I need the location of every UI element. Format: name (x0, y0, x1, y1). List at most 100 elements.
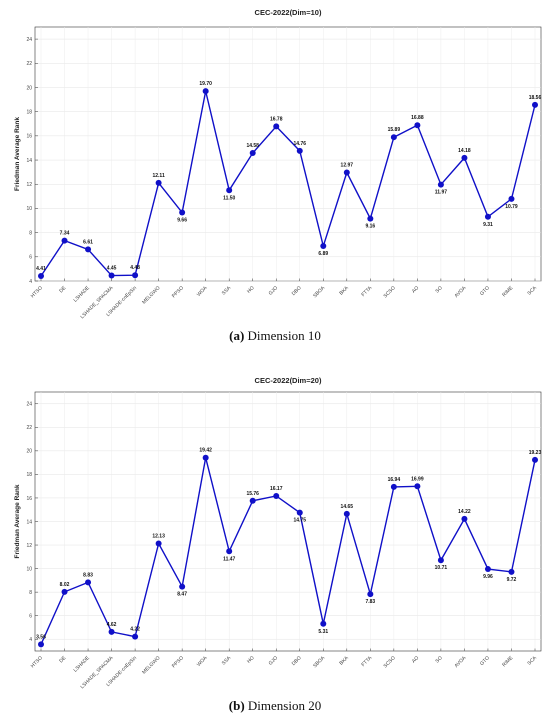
y-tick-label: 14 (26, 158, 32, 164)
data-point (414, 122, 421, 129)
x-tick-label: PPSO (171, 285, 185, 299)
x-tick-label: MELGWO (141, 285, 161, 305)
caption-tag: (a) (229, 328, 244, 343)
data-point (532, 101, 538, 108)
x-tick-label: FTTA (360, 655, 373, 668)
data-label: 6.89 (318, 251, 328, 257)
x-tick-label: BKA (338, 655, 350, 667)
y-tick-label: 16 (26, 496, 32, 502)
x-tick-label: HO (246, 285, 256, 295)
data-label: 6.61 (83, 239, 93, 245)
x-tick-label: AO (411, 655, 420, 664)
y-tick-label: 4 (29, 637, 32, 643)
data-label: 16.94 (388, 477, 401, 483)
x-tick-label: BKA (338, 285, 350, 297)
y-tick-label: 8 (29, 590, 32, 596)
data-point (61, 237, 68, 244)
x-tick-label: DE (58, 285, 68, 295)
data-point (202, 454, 209, 461)
data-point (155, 179, 162, 186)
data-point (461, 154, 468, 161)
data-label: 19.42 (199, 448, 212, 454)
data-label: 12.13 (152, 534, 165, 540)
chart-title: CEC-2022(Dim=20) (255, 376, 322, 385)
data-point (461, 515, 468, 522)
data-point (390, 134, 397, 141)
data-point (226, 187, 233, 194)
data-point (390, 483, 397, 490)
series-line (40, 457, 536, 645)
data-label: 19.70 (199, 81, 212, 87)
y-tick-label: 18 (26, 472, 32, 478)
data-label: 4.48 (130, 265, 140, 271)
data-label: 16.88 (411, 115, 424, 121)
data-label: 3.56 (36, 634, 46, 640)
data-point (38, 641, 44, 648)
data-label: 16.17 (270, 486, 283, 492)
data-point (61, 588, 68, 595)
data-label: 4.22 (130, 627, 140, 633)
data-label: 15.76 (246, 491, 259, 497)
data-label: 14.58 (246, 143, 259, 149)
x-tick-label: SSA (221, 655, 233, 667)
data-point (484, 566, 491, 573)
data-label: 11.97 (435, 190, 447, 196)
x-tick-label: HO (246, 655, 256, 665)
data-label: 14.76 (294, 141, 307, 147)
y-tick-label: 22 (26, 425, 32, 431)
data-point (532, 456, 538, 463)
x-tick-label: AO (411, 285, 420, 294)
data-label: 10.79 (505, 204, 518, 210)
y-tick-label: 24 (26, 37, 32, 43)
plot-area (34, 26, 542, 282)
data-point (437, 557, 444, 564)
data-label: 16.78 (270, 116, 283, 122)
y-axis-label: Friedman Average Rank (14, 117, 21, 191)
data-label: 9.66 (177, 218, 187, 224)
x-tick-label: DBO (291, 285, 303, 297)
x-tick-label: DE (58, 655, 68, 665)
x-tick-label: LSHADE (73, 655, 92, 674)
x-tick-label: SCA (526, 285, 538, 297)
y-tick-label: 4 (29, 279, 32, 285)
y-tick-label: 12 (26, 543, 32, 549)
x-tick-label: SCSO (383, 655, 397, 669)
x-tick-label: HTSO (30, 285, 44, 299)
y-tick-label: 18 (26, 109, 32, 115)
data-label: 8.47 (177, 592, 187, 598)
data-label: 9.31 (483, 222, 493, 228)
data-point (343, 510, 350, 517)
data-point (296, 509, 303, 516)
data-point (320, 243, 327, 250)
data-point (132, 633, 139, 640)
x-tick-label: WOA (196, 655, 209, 668)
data-label: 9.72 (507, 577, 517, 583)
y-axis-label: Friedman Average Rank (14, 484, 21, 558)
data-point (249, 497, 256, 504)
y-tick-label: 20 (26, 85, 32, 91)
data-point (414, 483, 421, 490)
data-point (273, 123, 280, 130)
data-label: 14.75 (294, 518, 307, 524)
data-point (343, 169, 350, 176)
x-tick-label: GJO (268, 655, 280, 667)
data-label: 16.99 (411, 476, 424, 482)
y-tick-label: 12 (26, 182, 32, 188)
x-tick-label: SCA (526, 655, 538, 667)
data-label: 15.89 (388, 127, 401, 133)
data-point (273, 492, 280, 499)
x-tick-label: SSA (221, 285, 233, 297)
data-point (320, 620, 327, 627)
data-point (508, 195, 515, 202)
data-point (85, 246, 92, 253)
chart-dim20: CEC-2022(Dim=20) 4 6 8 10 12 14 16 18 20 22 24 Fried… (14, 376, 541, 713)
data-label: 19.23 (529, 450, 542, 456)
x-tick-label: SO (434, 285, 443, 294)
x-tick-label: SCSO (383, 285, 397, 299)
data-point (202, 88, 209, 95)
data-point (437, 181, 444, 188)
x-tick-label: RIME (501, 285, 515, 299)
data-point (179, 209, 186, 216)
chart-title: CEC-2022(Dim=10) (255, 8, 322, 17)
